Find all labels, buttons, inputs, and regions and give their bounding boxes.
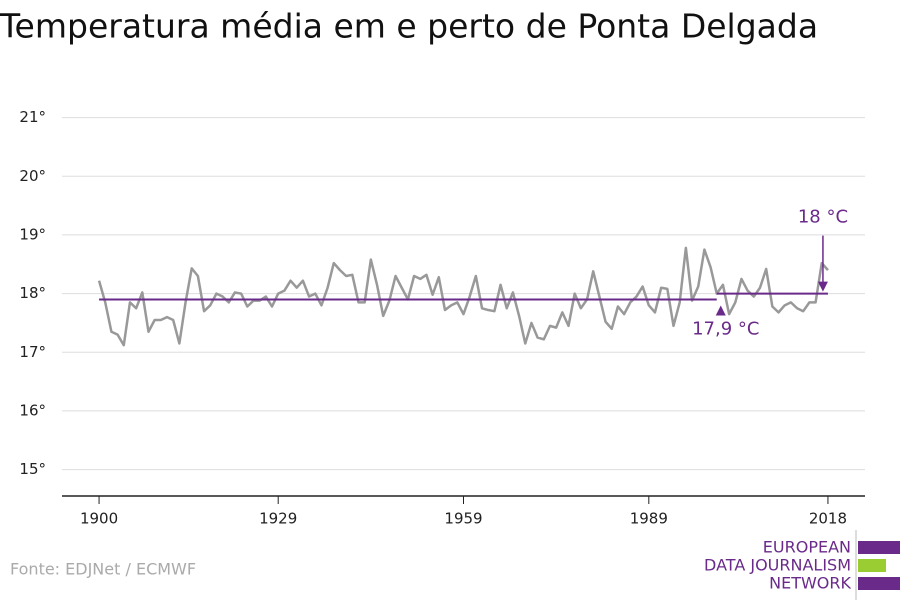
logo-bar [858,559,886,572]
y-tick-label: 19° [19,225,46,243]
y-tick-label: 15° [19,460,46,478]
annotation-arrow [715,305,726,316]
x-tick-label: 1989 [630,510,668,528]
logo-text: NETWORK [769,574,851,593]
logo-text: EUROPEAN [763,538,851,557]
y-tick-label: 20° [19,167,46,185]
logo-bar [858,541,900,554]
y-tick-label: 17° [19,343,46,361]
data-line [97,246,829,347]
x-tick-label: 1929 [259,510,297,528]
annotation-arrow [817,281,828,292]
y-tick-label: 21° [19,108,46,126]
x-tick-label: 1959 [444,510,482,528]
x-tick-label: 2018 [809,510,847,528]
annotation: 18 °C [798,207,848,228]
source: Fonte: EDJNet / ECMWF [10,560,196,579]
x-tick-label: 1900 [80,510,118,528]
logo-bar [858,577,900,590]
y-tick-label: 16° [19,401,46,419]
logo-text: DATA JOURNALISM [704,556,851,575]
y-tick-label: 18° [19,284,46,302]
annotation: 17,9 °C [692,318,759,339]
chart-title: Temperatura média em e perto de Ponta De… [0,7,818,46]
